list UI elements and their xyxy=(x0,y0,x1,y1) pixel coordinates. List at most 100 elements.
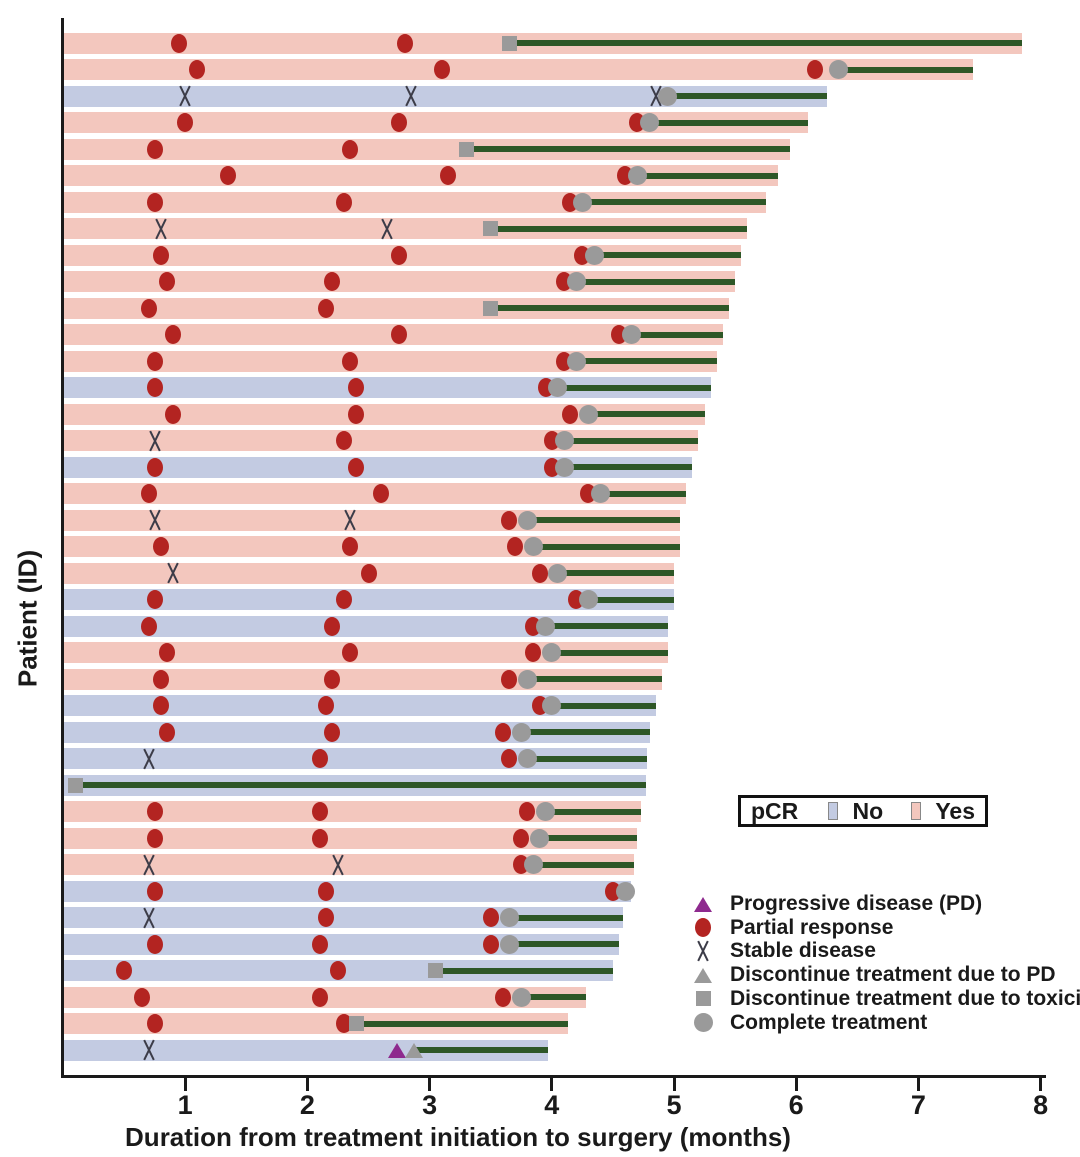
partial-response-marker xyxy=(336,1014,353,1034)
discontinue-toxicity-marker xyxy=(428,963,444,979)
patient-bar xyxy=(63,218,748,240)
partial-response-marker xyxy=(323,722,340,742)
patient-bar xyxy=(63,430,699,452)
complete-treatment-marker xyxy=(523,855,543,875)
stable-disease-marker xyxy=(163,562,183,584)
partial-response-marker xyxy=(152,669,169,689)
treatment-to-surgery-line xyxy=(490,225,748,232)
complete-treatment-marker xyxy=(566,272,586,292)
marker-legend-item: Discontinue treatment due to PD xyxy=(688,963,1056,987)
partial-response-marker xyxy=(146,351,163,371)
discontinue-pd-marker xyxy=(694,967,712,983)
stable-disease-marker xyxy=(377,218,397,240)
marker-legend-label: Complete treatment xyxy=(730,1010,928,1034)
treatment-to-surgery-line xyxy=(637,172,778,179)
partial-response-marker xyxy=(482,908,499,928)
x-tick xyxy=(550,1078,554,1091)
partial-response-marker xyxy=(171,33,188,53)
treatment-to-surgery-line xyxy=(582,199,766,206)
discontinue-toxicity-marker xyxy=(67,777,83,793)
stable-disease-marker xyxy=(139,748,159,770)
treatment-to-surgery-line xyxy=(588,411,705,418)
treatment-to-surgery-line xyxy=(600,490,687,497)
partial-response-marker xyxy=(146,192,163,212)
x-tick-label: 8 xyxy=(1033,1090,1049,1120)
treatment-to-surgery-line xyxy=(509,941,619,948)
partial-response-marker xyxy=(140,298,157,318)
discontinue-pd-marker xyxy=(404,1042,423,1058)
partial-response-marker xyxy=(348,404,365,424)
discontinue-toxicity-marker xyxy=(458,141,474,157)
complete-treatment-marker xyxy=(499,934,519,954)
partial-response-marker xyxy=(164,404,181,424)
complete-treatment-marker xyxy=(536,616,556,636)
stable-disease-marker xyxy=(693,940,713,962)
partial-response-marker xyxy=(317,881,334,901)
partial-response-marker xyxy=(348,457,365,477)
patient-bar xyxy=(63,350,717,372)
marker-legend-item: Progressive disease (PD) xyxy=(688,892,982,916)
patient-bar xyxy=(63,138,791,160)
partial-response-marker xyxy=(152,245,169,265)
partial-response-marker xyxy=(695,918,711,938)
stable-disease-marker xyxy=(145,430,165,452)
partial-response-marker xyxy=(501,669,518,689)
discontinue-toxicity-marker xyxy=(695,991,711,1007)
partial-response-marker xyxy=(219,166,236,186)
complete-treatment-marker xyxy=(517,749,537,769)
partial-response-marker xyxy=(342,351,359,371)
pcr-legend: pCR No Yes xyxy=(738,795,988,827)
stable-disease-marker xyxy=(401,85,421,107)
treatment-to-surgery-line xyxy=(490,305,729,312)
complete-treatment-marker xyxy=(517,669,537,689)
partial-response-marker xyxy=(152,696,169,716)
partial-response-marker xyxy=(391,325,408,345)
patient-bar xyxy=(63,589,674,611)
complete-treatment-marker xyxy=(530,828,550,848)
complete-treatment-marker xyxy=(554,457,574,477)
partial-response-marker xyxy=(146,881,163,901)
treatment-to-surgery-line xyxy=(576,278,736,285)
treatment-to-surgery-line xyxy=(466,146,791,153)
complete-treatment-marker xyxy=(578,404,598,424)
treatment-to-surgery-line xyxy=(551,702,656,709)
partial-response-marker xyxy=(507,537,524,557)
partial-response-marker xyxy=(140,484,157,504)
treatment-to-surgery-line xyxy=(557,570,674,577)
treatment-to-surgery-line xyxy=(838,66,974,73)
complete-treatment-marker xyxy=(615,881,635,901)
partial-response-marker xyxy=(164,325,181,345)
partial-response-marker xyxy=(342,643,359,663)
x-tick-label: 6 xyxy=(788,1090,804,1120)
x-tick-label: 5 xyxy=(666,1090,682,1120)
partial-response-marker xyxy=(146,934,163,954)
complete-treatment-marker xyxy=(511,722,531,742)
progressive-disease-marker xyxy=(694,896,712,912)
complete-treatment-marker xyxy=(536,802,556,822)
x-tick-label: 1 xyxy=(177,1090,193,1120)
marker-legend-label: Stable disease xyxy=(730,939,876,963)
pr-legend-icon xyxy=(688,916,718,940)
complete-treatment-marker xyxy=(566,351,586,371)
treatment-to-surgery-line xyxy=(527,676,662,683)
stable-disease-marker xyxy=(340,509,360,531)
patient-bar xyxy=(63,1039,549,1061)
disc_pd-legend-icon xyxy=(688,963,718,987)
pcr-no-label: No xyxy=(852,797,884,824)
partial-response-marker xyxy=(342,537,359,557)
treatment-to-surgery-line xyxy=(594,252,742,259)
marker-legend-label: Progressive disease (PD) xyxy=(730,892,983,915)
patient-bar xyxy=(63,59,974,80)
treatment-to-surgery-line xyxy=(435,967,613,974)
patient-bar xyxy=(63,1013,568,1035)
treatment-to-surgery-line xyxy=(557,384,711,391)
complete-treatment-marker xyxy=(572,192,592,212)
patient-bar xyxy=(63,854,634,876)
treatment-to-surgery-line xyxy=(75,782,646,789)
partial-response-marker xyxy=(158,722,175,742)
treatment-to-surgery-line xyxy=(413,1047,549,1054)
partial-response-marker xyxy=(531,563,548,583)
partial-response-marker xyxy=(336,431,353,451)
partial-response-marker xyxy=(513,828,530,848)
patient-bar xyxy=(63,165,778,187)
